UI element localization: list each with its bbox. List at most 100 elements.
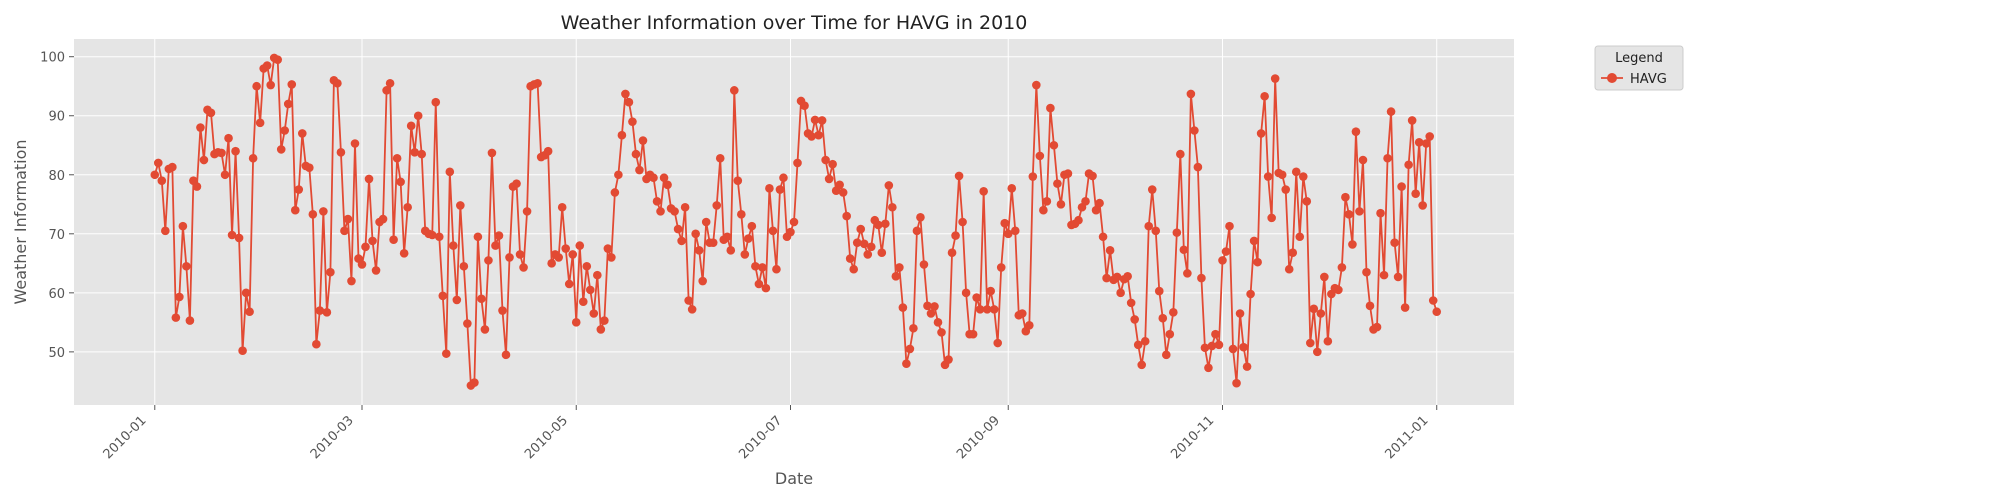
data-point: [1298, 172, 1308, 181]
data-point: [413, 111, 423, 121]
data-point: [1379, 270, 1389, 280]
data-point: [396, 177, 405, 187]
data-point: [1211, 329, 1220, 339]
data-point: [1010, 226, 1020, 236]
data-point: [596, 325, 606, 334]
data-point: [986, 286, 995, 296]
data-point: [1418, 201, 1427, 210]
data-point: [923, 301, 932, 311]
chart-title: Weather Information over Time for HAVG i…: [561, 12, 1028, 34]
data-point: [315, 306, 325, 315]
data-point: [515, 250, 525, 259]
data-point: [954, 171, 964, 181]
data-point: [649, 173, 658, 183]
data-point: [406, 121, 416, 131]
data-point: [1411, 189, 1420, 198]
data-point: [888, 202, 897, 212]
data-point: [1414, 138, 1424, 147]
data-point: [1183, 269, 1192, 278]
data-point: [670, 207, 679, 216]
data-point: [361, 242, 370, 252]
data-point: [1003, 229, 1013, 239]
data-point: [1365, 301, 1375, 311]
data-point: [266, 80, 275, 90]
data-point: [343, 214, 353, 224]
data-point: [1334, 285, 1343, 295]
data-point: [326, 267, 335, 277]
data-point: [708, 238, 718, 247]
data-point: [1323, 336, 1333, 346]
data-point: [161, 226, 170, 236]
data-point: [621, 89, 630, 99]
data-point: [1246, 289, 1255, 299]
data-point: [1267, 213, 1276, 223]
data-point: [895, 263, 904, 272]
data-point: [171, 313, 181, 322]
data-point: [1123, 272, 1132, 281]
data-point: [150, 170, 160, 180]
legend-marker-havg: [1607, 73, 1617, 83]
data-point: [1235, 309, 1245, 318]
data-point: [687, 305, 697, 314]
data-point: [779, 173, 788, 183]
data-point: [1144, 221, 1154, 231]
data-point: [547, 259, 556, 268]
data-point: [1425, 132, 1435, 141]
data-point: [347, 276, 356, 286]
data-point: [287, 80, 297, 89]
x-axis-ticks: 2010-01 2010-03 2010-05 2010-07 2010-09 2010-…: [101, 405, 1438, 462]
data-point: [1341, 192, 1350, 202]
x-tick-label: 2010-03: [308, 413, 357, 462]
data-point: [1158, 313, 1168, 323]
data-point: [628, 117, 637, 126]
data-point: [561, 244, 571, 253]
y-tick-label: 70: [48, 228, 65, 243]
data-point: [768, 226, 778, 236]
data-point: [290, 205, 300, 215]
data-point: [698, 276, 707, 286]
data-point: [1130, 315, 1139, 324]
data-point: [1305, 338, 1315, 348]
data-point: [470, 378, 479, 387]
data-point: [989, 305, 999, 314]
data-point: [1281, 185, 1291, 194]
data-point: [1116, 288, 1125, 298]
data-point: [1025, 321, 1034, 330]
data-point: [800, 101, 809, 111]
data-point: [1316, 309, 1326, 318]
data-point: [1390, 238, 1399, 247]
data-point: [357, 260, 367, 269]
data-point: [838, 188, 848, 197]
data-point: [1200, 343, 1210, 353]
data-point: [1362, 267, 1371, 277]
data-point: [350, 139, 360, 148]
data-point: [1056, 199, 1066, 209]
data-point: [283, 99, 293, 109]
data-point: [557, 202, 567, 212]
data-point: [933, 318, 943, 327]
data-point: [533, 78, 542, 88]
data-point: [294, 185, 304, 194]
data-point: [701, 217, 711, 227]
data-point: [1017, 309, 1027, 318]
data-point: [1407, 116, 1417, 125]
data-point: [382, 86, 391, 95]
data-point: [234, 233, 244, 243]
data-point: [1214, 340, 1224, 350]
data-point: [1074, 215, 1083, 225]
data-point: [656, 207, 665, 216]
data-point: [505, 253, 514, 262]
data-point: [1313, 347, 1322, 357]
data-point: [1007, 184, 1017, 193]
data-point: [1000, 218, 1010, 228]
data-point: [659, 173, 669, 183]
data-point: [322, 308, 332, 317]
data-point: [652, 197, 662, 206]
data-point: [673, 224, 683, 234]
data-point: [389, 235, 398, 245]
data-point: [1133, 340, 1143, 350]
data-point: [677, 236, 686, 246]
series-havg: [150, 53, 1442, 390]
data-point: [255, 118, 265, 128]
data-point: [1140, 336, 1150, 346]
